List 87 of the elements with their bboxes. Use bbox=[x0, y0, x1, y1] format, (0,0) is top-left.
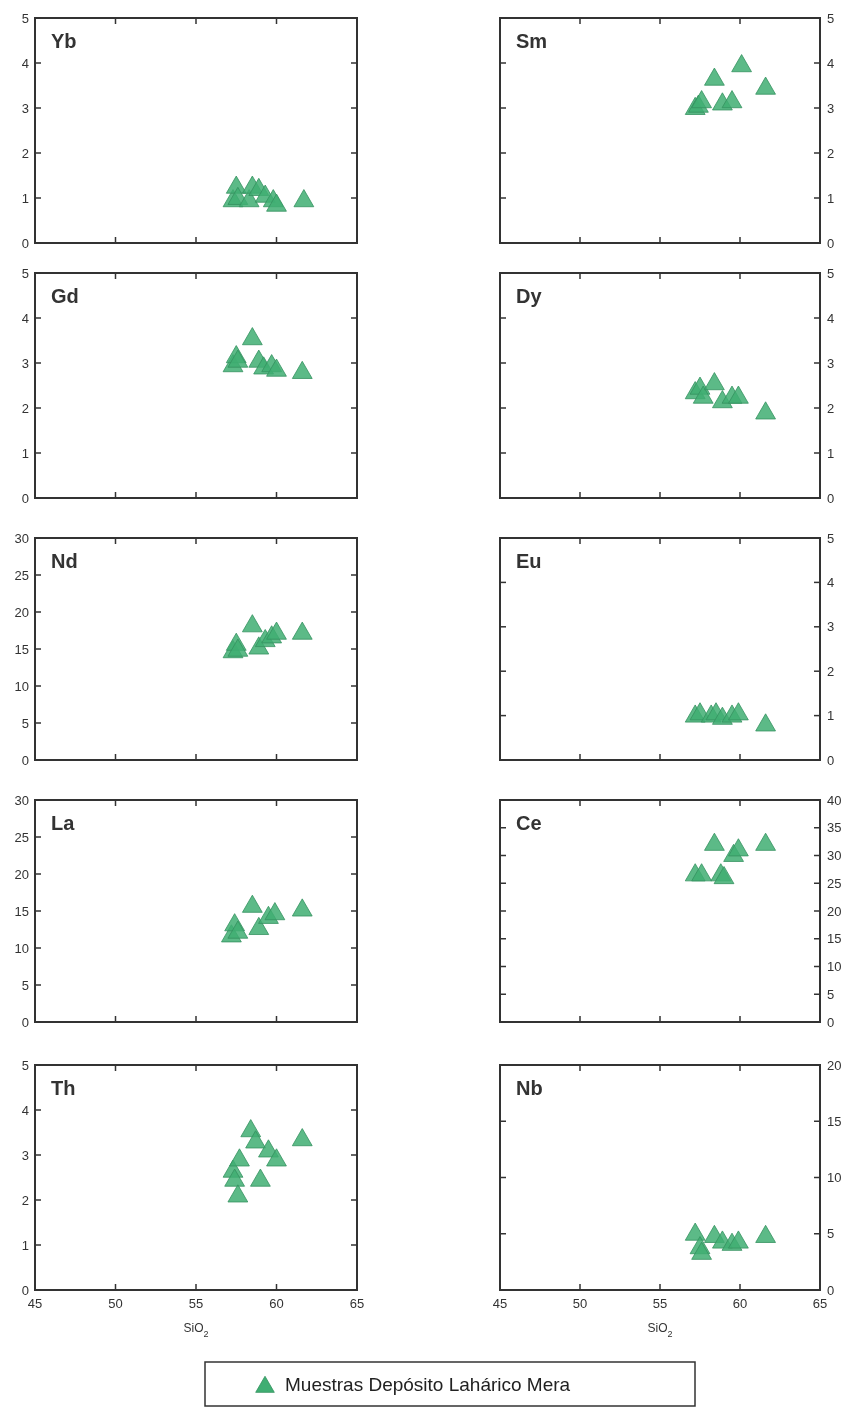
y-tick-label: 3 bbox=[21, 1147, 29, 1163]
y-tick-label: 2 bbox=[21, 1192, 29, 1208]
y-tick-label: 30 bbox=[14, 792, 29, 808]
y-tick-label: 30 bbox=[827, 848, 842, 863]
x-tick-label: 45 bbox=[27, 1296, 43, 1311]
x-tick-label: 60 bbox=[269, 1296, 284, 1311]
x-tick-label: 60 bbox=[732, 1296, 748, 1311]
y-tick-label: 4 bbox=[21, 55, 29, 71]
y-tick-label: 0 bbox=[827, 235, 835, 251]
y-tick-label: 5 bbox=[827, 1226, 835, 1242]
y-tick-label: 5 bbox=[827, 986, 835, 1002]
y-tick-label: 4 bbox=[827, 310, 835, 326]
y-tick-label: 1 bbox=[21, 190, 29, 206]
y-tick-label: 4 bbox=[827, 574, 835, 590]
legend-label: Muestras Depósito Lahárico Mera bbox=[285, 1374, 571, 1395]
y-tick-label: 1 bbox=[21, 1237, 29, 1253]
y-tick-label: 2 bbox=[827, 400, 835, 416]
y-tick-label: 5 bbox=[21, 265, 29, 281]
y-tick-label: 10 bbox=[827, 1170, 842, 1185]
y-tick-label: 20 bbox=[827, 1057, 842, 1073]
y-tick-label: 20 bbox=[827, 903, 842, 919]
y-tick-label: 3 bbox=[21, 355, 29, 371]
y-tick-label: 25 bbox=[827, 875, 842, 891]
y-tick-label: 0 bbox=[827, 1014, 835, 1030]
y-tick-label: 4 bbox=[21, 1102, 29, 1118]
x-tick-label: 50 bbox=[572, 1296, 588, 1311]
x-tick-label: 65 bbox=[812, 1296, 828, 1311]
y-tick-label: 1 bbox=[827, 708, 835, 724]
y-tick-label: 5 bbox=[21, 977, 29, 993]
x-tick-label: 45 bbox=[492, 1296, 508, 1311]
y-tick-label: 1 bbox=[827, 445, 835, 461]
y-tick-label: 10 bbox=[827, 959, 842, 974]
y-tick-label: 0 bbox=[827, 752, 835, 768]
y-tick-label: 5 bbox=[827, 10, 835, 26]
text: Sm bbox=[516, 30, 548, 52]
y-tick-label: 0 bbox=[827, 490, 835, 506]
text: Th bbox=[51, 1077, 76, 1099]
x-tick-label: 50 bbox=[108, 1296, 123, 1311]
x-axis-title: SiO$_{2}$ bbox=[647, 1321, 673, 1339]
y-tick-label: 3 bbox=[827, 355, 835, 371]
y-tick-label: 15 bbox=[827, 1113, 842, 1129]
y-tick-label: 20 bbox=[14, 866, 29, 882]
y-tick-label: 3 bbox=[827, 100, 835, 116]
y-tick-label: 2 bbox=[21, 400, 29, 416]
y-tick-label: 15 bbox=[14, 903, 29, 919]
y-tick-label: 5 bbox=[21, 715, 29, 731]
text: Yb bbox=[51, 30, 77, 52]
y-tick-label: 5 bbox=[827, 265, 835, 281]
y-tick-label: 0 bbox=[21, 752, 29, 768]
y-tick-label: 1 bbox=[21, 445, 29, 461]
text: Nb bbox=[516, 1077, 543, 1099]
y-tick-label: 1 bbox=[827, 190, 835, 206]
y-tick-label: 4 bbox=[21, 310, 29, 326]
y-tick-label: 35 bbox=[827, 820, 842, 836]
y-tick-label: 3 bbox=[21, 100, 29, 116]
y-tick-label: 2 bbox=[827, 663, 835, 679]
x-tick-label: 55 bbox=[652, 1296, 668, 1311]
y-tick-label: 5 bbox=[21, 1057, 29, 1073]
y-tick-label: 2 bbox=[21, 145, 29, 161]
y-tick-label: 2 bbox=[827, 145, 835, 161]
y-tick-label: 25 bbox=[14, 567, 29, 583]
y-tick-label: 10 bbox=[14, 678, 29, 694]
y-tick-label: 0 bbox=[827, 1282, 835, 1298]
y-tick-label: 15 bbox=[14, 641, 29, 657]
text: La bbox=[51, 812, 76, 834]
y-tick-label: 25 bbox=[14, 829, 29, 845]
x-axis-title: SiO$_{2}$ bbox=[183, 1321, 209, 1339]
y-tick-label: 5 bbox=[827, 530, 835, 546]
text: Eu bbox=[516, 550, 542, 572]
text: Gd bbox=[51, 285, 79, 307]
x-tick-label: 65 bbox=[349, 1296, 365, 1311]
y-tick-label: 15 bbox=[827, 931, 842, 947]
y-tick-label: 4 bbox=[827, 55, 835, 71]
y-tick-label: 0 bbox=[21, 235, 29, 251]
y-tick-label: 30 bbox=[14, 530, 29, 546]
text: Nd bbox=[51, 550, 78, 572]
text: Ce bbox=[516, 812, 542, 834]
y-tick-label: 5 bbox=[21, 10, 29, 26]
y-tick-label: 10 bbox=[14, 940, 29, 956]
y-tick-label: 0 bbox=[21, 490, 29, 506]
y-tick-label: 0 bbox=[21, 1282, 29, 1298]
x-tick-label: 55 bbox=[188, 1296, 204, 1311]
text: Dy bbox=[516, 285, 543, 307]
y-tick-label: 0 bbox=[21, 1014, 29, 1030]
y-tick-label: 40 bbox=[827, 792, 842, 808]
y-tick-label: 3 bbox=[827, 619, 835, 635]
y-tick-label: 20 bbox=[14, 604, 29, 620]
